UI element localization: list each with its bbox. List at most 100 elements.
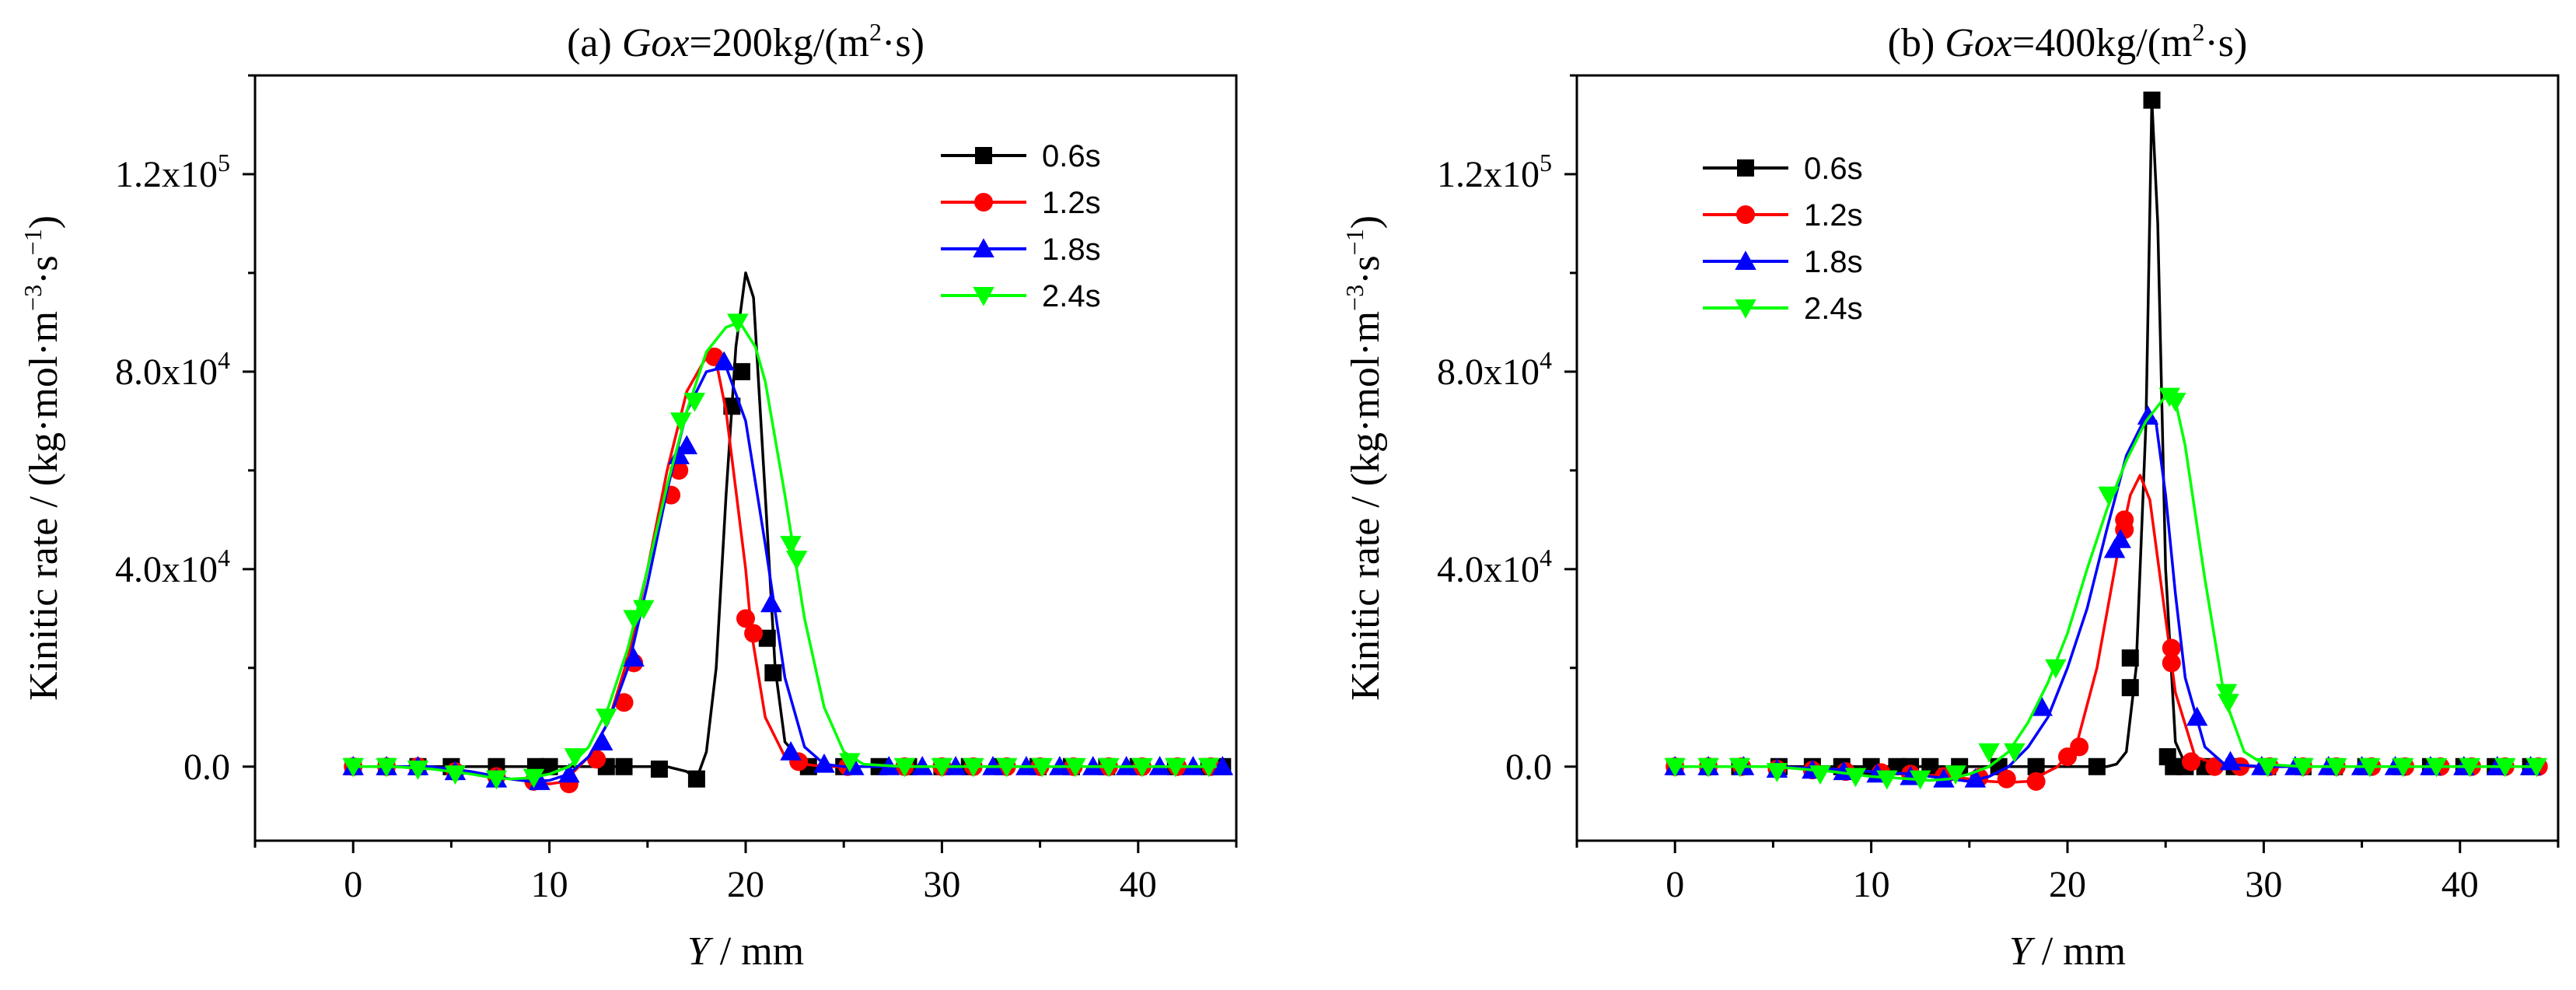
data-point [558, 763, 580, 783]
y-axis-label: Kinitic rate / (kg·mol·m−3·s−1) [19, 215, 66, 701]
legend-entry: 2.4s [941, 279, 1101, 313]
series-0.6s [1666, 91, 2539, 775]
data-point [2137, 405, 2159, 425]
data-point [1131, 757, 1153, 778]
series-2.4s [1664, 387, 2547, 790]
data-point [1964, 768, 1987, 788]
x-tick-label: 10 [1853, 864, 1890, 905]
data-point [2045, 659, 2067, 679]
data-point [623, 647, 645, 667]
data-point [444, 765, 467, 785]
data-point [963, 757, 984, 778]
legend-entry: 1.2s [941, 186, 1101, 220]
x-tick-label: 0 [1665, 864, 1684, 905]
x-tick-label: 30 [2245, 864, 2282, 905]
data-point [995, 757, 1018, 778]
data-point [813, 753, 835, 773]
legend-entry: 1.8s [1703, 245, 1863, 279]
series-1.2s [1665, 474, 2548, 791]
data-point [1766, 763, 1788, 782]
data-point [591, 731, 613, 751]
legend-label: 0.6s [1042, 139, 1101, 173]
series-line [353, 355, 1217, 785]
y-tick-label: 1.2x105 [1437, 149, 1552, 195]
y-tick-label: 4.0x104 [1437, 544, 1552, 590]
data-point [2326, 757, 2347, 778]
legend-label: 2.4s [1042, 279, 1101, 313]
legend-marker [973, 238, 994, 257]
legend-entry: 1.2s [1703, 198, 1863, 233]
data-point [2256, 757, 2279, 778]
data-point [523, 768, 545, 789]
data-point [2121, 679, 2139, 697]
legend-label: 1.2s [1804, 198, 1863, 233]
data-point [2165, 392, 2186, 412]
data-point [342, 757, 364, 778]
data-point [758, 629, 776, 647]
data-point [2026, 771, 2046, 791]
data-point [1165, 757, 1187, 778]
series-0.6s [344, 271, 1232, 788]
legend-label: 0.6s [1804, 152, 1863, 186]
data-point [596, 708, 617, 729]
legend-entry: 2.4s [1703, 292, 1863, 326]
data-point [1809, 765, 1831, 785]
data-point [2525, 757, 2547, 778]
series-line [353, 365, 1217, 783]
series-2.4s [342, 313, 1220, 790]
series-line [1675, 474, 2539, 784]
data-point [843, 756, 865, 775]
series-1.8s [342, 351, 1234, 790]
data-point [1064, 757, 1086, 778]
x-axis-label: Y / mm [2009, 929, 2126, 974]
legend-entry: 1.8s [941, 233, 1101, 267]
chart-panel-a: (a) Gox=200kg/(m2·s) 0 10 20 30 40 0.0 4.0x104 8… [19, 18, 1238, 974]
x-tick-label: 30 [923, 864, 960, 905]
legend-marker [973, 287, 994, 306]
data-point [2425, 757, 2448, 778]
legend-marker [974, 193, 993, 212]
data-point [687, 770, 705, 788]
legend-marker [1735, 250, 1756, 270]
data-point [676, 435, 698, 455]
data-point [1031, 757, 1053, 778]
data-point [2392, 757, 2414, 778]
data-point [2031, 696, 2053, 716]
data-point [614, 693, 634, 712]
data-point [2182, 752, 2201, 771]
data-point [2358, 757, 2381, 778]
data-point [744, 624, 764, 643]
legend-label: 2.4s [1804, 292, 1863, 326]
data-point [780, 536, 802, 555]
legend-label: 1.8s [1804, 245, 1863, 279]
data-point [839, 753, 861, 773]
data-point [1098, 757, 1120, 778]
data-point [1909, 770, 1931, 790]
data-point [713, 351, 735, 371]
data-point [780, 740, 802, 761]
data-point [2115, 510, 2134, 530]
data-point [764, 664, 782, 682]
data-point [2494, 757, 2516, 778]
data-point [2205, 757, 2225, 776]
data-point [1876, 770, 1898, 790]
data-point [376, 757, 397, 778]
data-point [407, 760, 429, 780]
data-point [633, 600, 655, 620]
data-point [2103, 538, 2126, 558]
series-line [1675, 394, 2539, 782]
data-point [760, 593, 782, 613]
data-point [2070, 737, 2089, 757]
data-point [2027, 757, 2045, 775]
y-axis-label: Kinitic rate / (kg·mol·m−3·s−1) [1340, 215, 1388, 701]
x-axis-label: Y / mm [687, 929, 804, 974]
chart-panel-b: (b) Gox=400kg/(m2·s) 0 10 20 30 40 0.0 4.0x104 8… [1340, 18, 2560, 974]
data-point [1197, 757, 1220, 778]
legend-marker [1735, 299, 1756, 319]
data-point [2292, 757, 2314, 778]
series-line [353, 320, 1217, 781]
panel-title: (b) Gox=400kg/(m2·s) [1888, 18, 2248, 65]
data-point [683, 392, 706, 412]
data-point [931, 757, 953, 778]
